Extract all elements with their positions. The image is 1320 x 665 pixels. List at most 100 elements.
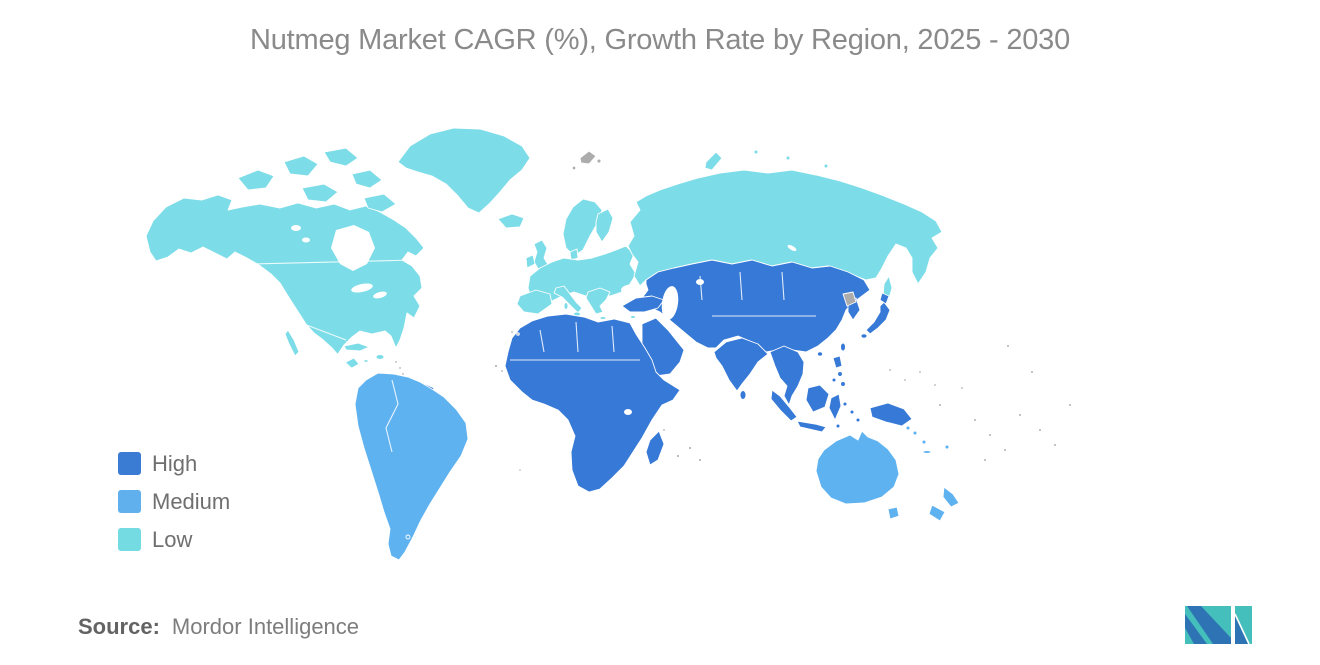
kyushu <box>860 333 868 339</box>
region-europe[interactable] <box>497 198 637 320</box>
country-border-hints <box>251 259 816 453</box>
water-bodies <box>291 225 797 415</box>
source-line: Source: Mordor Intelligence <box>78 614 359 640</box>
mordor-logo-icon <box>1185 606 1252 645</box>
crete <box>599 316 607 320</box>
legend-item-low[interactable]: Low <box>118 528 230 551</box>
legend-swatch-medium <box>118 490 141 513</box>
africa-mainland[interactable] <box>504 313 681 493</box>
arctic-island <box>237 169 275 191</box>
baja-california <box>284 329 300 357</box>
greenland[interactable] <box>397 127 531 214</box>
lake-baikal <box>787 244 797 252</box>
south-america-mainland[interactable] <box>354 372 469 561</box>
sri-lanka <box>739 390 747 400</box>
new-guinea <box>869 402 913 427</box>
australia[interactable] <box>815 430 900 505</box>
mordor-intelligence-logo <box>1185 606 1252 645</box>
maluku-island <box>849 409 855 415</box>
caspian-sea <box>661 286 679 320</box>
new-zealand-north <box>942 486 960 508</box>
iberia <box>516 289 553 315</box>
ireland <box>525 254 536 269</box>
scandinavia <box>562 198 603 257</box>
region-russia[interactable] <box>627 149 943 303</box>
new-zealand-south <box>928 504 946 522</box>
taiwan <box>840 342 846 352</box>
arctic-islet <box>823 163 829 169</box>
maluku-island <box>842 401 848 407</box>
indochina-malay <box>769 345 805 406</box>
timor <box>855 417 861 423</box>
arctic-island <box>351 169 383 189</box>
cyprus <box>630 315 636 319</box>
legend-label-medium: Medium <box>152 489 231 514</box>
region-svalbard[interactable] <box>571 150 602 171</box>
legend-item-medium[interactable]: Medium <box>118 490 230 513</box>
region-oceania[interactable] <box>815 425 960 522</box>
great-bear-lake <box>291 225 301 231</box>
philippine-island <box>840 381 846 387</box>
region-southeast-asia-islands[interactable] <box>770 384 913 433</box>
hispaniola <box>375 354 385 360</box>
new-caledonia <box>922 450 932 454</box>
borneo <box>805 384 830 413</box>
no-data-islands <box>394 330 1072 472</box>
chart-title: Nutmeg Market CAGR (%), Growth Rate by R… <box>249 24 1071 56</box>
italy <box>553 285 583 314</box>
region-south-america[interactable] <box>354 372 469 561</box>
legend-swatch-low <box>118 528 141 551</box>
hainan <box>816 351 824 357</box>
region-north-america[interactable] <box>145 147 425 385</box>
java <box>796 420 827 433</box>
arctic-islet <box>753 149 759 155</box>
svalbard-islet <box>571 165 577 171</box>
madagascar[interactable] <box>645 430 665 466</box>
legend: High Medium Low <box>118 452 230 566</box>
hudson-bay <box>331 225 375 271</box>
arctic-island <box>363 193 397 213</box>
philippines-luzon <box>832 355 843 369</box>
solomon-island <box>905 425 911 431</box>
lesser-sunda <box>835 423 841 429</box>
legend-swatch-high <box>118 452 141 475</box>
source-value: Mordor Intelligence <box>171 614 360 639</box>
philippine-island <box>831 377 837 383</box>
great-slave-lake <box>302 237 310 243</box>
sardinia <box>563 302 569 310</box>
great-lakes-east <box>373 291 387 299</box>
north-korea <box>842 291 857 307</box>
hokkaido <box>879 292 890 305</box>
iceland <box>497 213 525 229</box>
novaya-zemlya <box>704 151 723 171</box>
balkans-greece <box>585 287 611 315</box>
legend-label-low: Low <box>152 527 193 552</box>
turkey <box>621 295 665 313</box>
arctic-island <box>283 155 319 177</box>
region-greenland[interactable] <box>397 127 531 214</box>
japan <box>865 301 891 335</box>
svalbard-islet <box>596 158 602 164</box>
cuba <box>343 342 370 352</box>
tasmania <box>887 506 900 520</box>
vanuatu <box>921 439 927 445</box>
arctic-island <box>301 183 339 203</box>
finland <box>595 208 614 243</box>
fiji <box>944 444 950 450</box>
lake-victoria <box>624 409 632 415</box>
region-africa[interactable] <box>504 313 681 493</box>
jamaica <box>363 359 369 363</box>
denmark <box>569 248 579 261</box>
black-sea <box>621 284 647 296</box>
arctic-island <box>323 147 359 167</box>
legend-item-high[interactable]: High <box>118 452 230 475</box>
sulawesi <box>828 393 842 421</box>
source-label: Source: <box>78 614 160 639</box>
falkland-islands <box>405 534 411 540</box>
india[interactable] <box>713 337 769 392</box>
great-lakes <box>351 283 373 293</box>
region-north-korea[interactable] <box>842 291 857 307</box>
legend-label-high: High <box>152 451 198 476</box>
